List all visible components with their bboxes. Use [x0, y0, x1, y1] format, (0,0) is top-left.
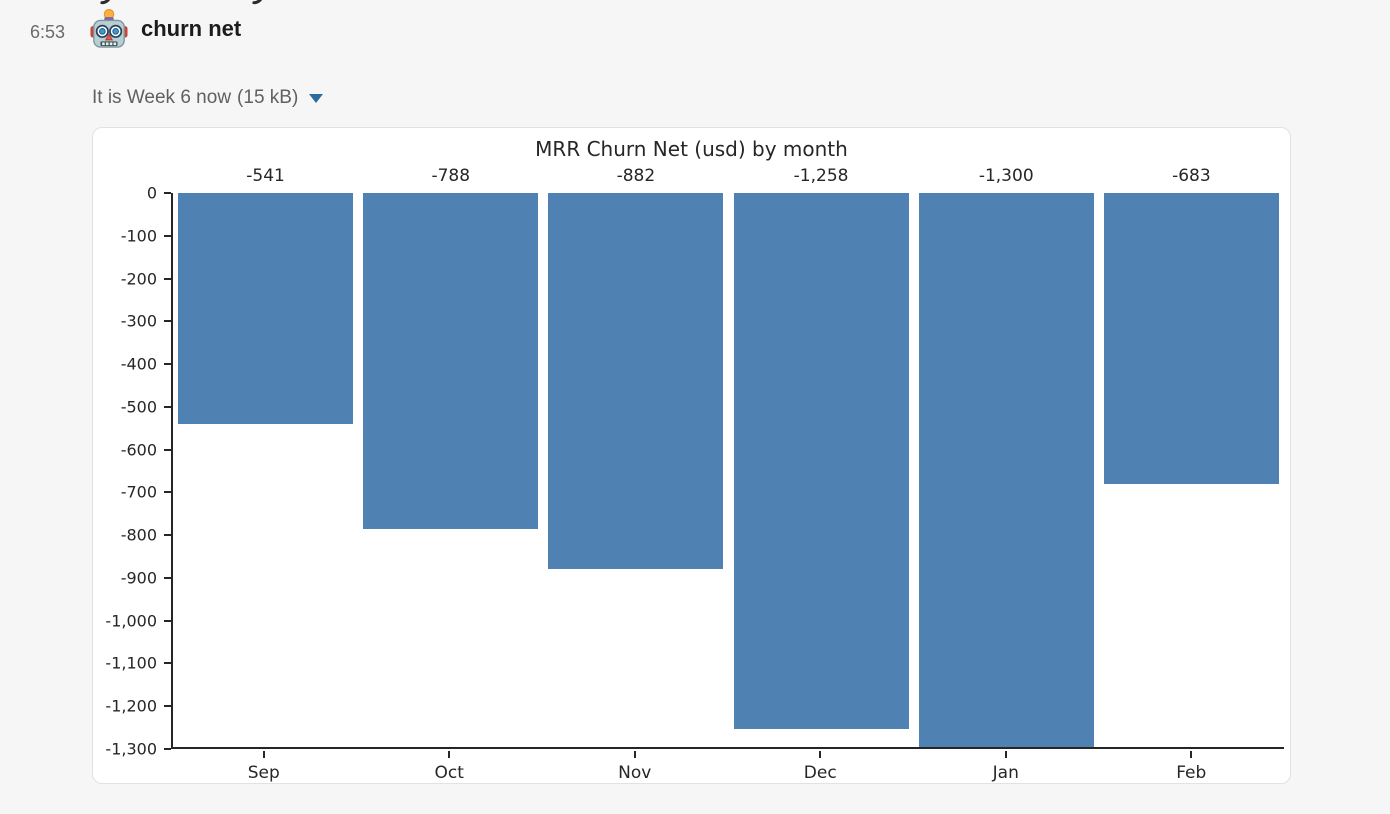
plot-area: -541 -788 -882 -1,258 -1,300 -683 [171, 166, 1284, 749]
y-tick-label: -400 [120, 354, 157, 374]
y-tick-label: 0 [146, 183, 157, 203]
y-tick-mark [164, 705, 171, 708]
x-tick-label: Nov [618, 763, 652, 783]
x-tick-label: Jan [992, 763, 1019, 783]
y-tick-label: -100 [120, 226, 157, 246]
x-tick-mark [1004, 751, 1007, 758]
bar-value-label: -882 [616, 166, 656, 186]
y-tick-label: -1,000 [105, 611, 157, 631]
bar-value-label: -683 [1172, 166, 1211, 186]
y-tick-mark [164, 277, 171, 280]
bar-value-label: -788 [431, 166, 471, 186]
message-header: churn net [90, 8, 241, 49]
x-tick-label: Sep [247, 763, 280, 783]
y-tick-label: -600 [120, 440, 157, 460]
y-tick-mark [164, 491, 171, 494]
bot-name[interactable]: churn net [141, 15, 242, 41]
chart-title: MRR Churn Net (usd) by month [535, 137, 848, 161]
bar-sep [178, 193, 354, 424]
y-tick-mark [164, 534, 171, 537]
x-tick-mark [1190, 751, 1193, 758]
attachment-title-row[interactable]: It is Week 6 now (15 kB) [92, 87, 324, 109]
caret-down-icon[interactable] [309, 93, 324, 103]
y-tick-label: -500 [120, 397, 157, 417]
x-tick-mark [448, 751, 451, 758]
x-tick-mark [819, 751, 822, 758]
bar-value-label: -1,258 [793, 166, 849, 186]
previous-message-clipped-text [252, 0, 264, 6]
y-tick-label: -1,100 [105, 653, 157, 673]
message-timestamp[interactable]: 6:53 [30, 22, 66, 42]
bar-jan [918, 193, 1094, 747]
y-tick-mark [164, 363, 171, 366]
y-tick-mark [164, 448, 171, 451]
y-tick-mark [164, 405, 171, 408]
x-tick-mark [633, 751, 636, 758]
bar-chart: MRR Churn Net (usd) by month 0 -100 -200 -3… [93, 128, 1290, 783]
y-tick-mark [164, 662, 171, 665]
robot-emoji-icon [90, 8, 128, 49]
bar-oct [363, 193, 539, 529]
y-tick-mark [164, 234, 171, 237]
previous-message-clipped-text [100, 0, 112, 6]
x-tick-label: Feb [1176, 763, 1207, 783]
x-tick-mark [262, 751, 265, 758]
bar-value-label: -1,300 [978, 166, 1034, 186]
y-tick-label: -300 [120, 311, 157, 331]
y-tick-mark [164, 748, 171, 750]
y-tick-label: -900 [120, 568, 157, 588]
y-tick-label: -1,300 [105, 739, 157, 759]
bar-value-label: -541 [246, 166, 285, 186]
x-tick-label: Oct [434, 763, 464, 783]
attachment-file-size: (15 kB) [237, 87, 299, 108]
chart-image-attachment[interactable]: MRR Churn Net (usd) by month 0 -100 -200 -3… [92, 127, 1291, 784]
attachment-file-name[interactable]: It is Week 6 now [92, 87, 232, 108]
x-tick-label: Dec [803, 763, 837, 783]
bar-feb [1103, 193, 1279, 485]
y-tick-label: -800 [120, 525, 157, 545]
y-tick-mark [164, 576, 171, 579]
y-axis: 0 -100 -200 -300 -400 -500 -600 -700 -800 -900 -1,… [93, 184, 171, 759]
y-tick-label: -1,200 [105, 696, 157, 716]
bar-dec [733, 193, 909, 730]
y-tick-label: -200 [120, 269, 157, 289]
y-tick-mark [164, 619, 171, 622]
x-axis: Sep Oct Nov Dec Jan Feb [171, 751, 1284, 785]
y-tick-label: -700 [120, 482, 157, 502]
y-tick-mark [164, 192, 171, 194]
bar-nov [548, 193, 724, 569]
y-tick-mark [164, 320, 171, 323]
